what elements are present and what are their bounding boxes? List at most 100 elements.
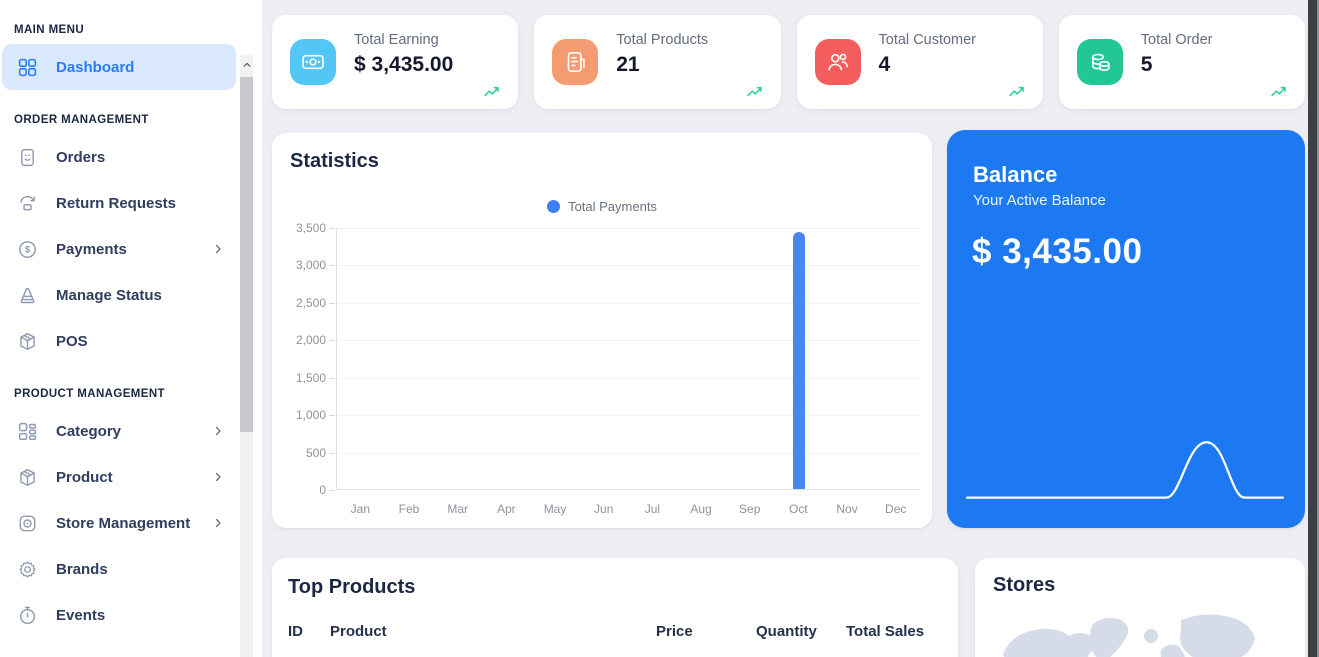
invoice-icon [552, 39, 599, 85]
balance-title: Balance [973, 162, 1058, 187]
sidebar-item-label: Orders [56, 148, 106, 166]
sidebar-item-manage-status[interactable]: Manage Status [2, 272, 236, 318]
sidebar-item-payments[interactable]: $ Payments [2, 226, 236, 272]
y-axis-label: 0 [319, 483, 326, 497]
stat-card-label: Total Earning [354, 32, 439, 48]
sidebar-item-return-requests[interactable]: Return Requests [2, 180, 236, 226]
y-axis-label: 3,500 [295, 221, 326, 235]
x-axis-label: Oct [789, 502, 808, 516]
statistics-title: Statistics [290, 150, 379, 172]
gridline [337, 340, 920, 342]
stat-cards-row: Total Earning $ 3,435.00 Total Products 21 T… [272, 15, 1305, 109]
x-axis-label: Apr [497, 502, 516, 516]
sidebar-sections: MAIN MENU Dashboard ORDER MANAGEMENT Orders… [0, 24, 262, 638]
cash-icon [290, 39, 336, 85]
y-axis-label: 1,000 [295, 408, 326, 423]
y-axis-tick [329, 340, 335, 342]
sidebar-scrollbar[interactable] [240, 55, 253, 657]
stat-card-total-customer: Total Customer 4 [796, 15, 1043, 109]
y-axis-tick [329, 377, 335, 379]
customers-icon [814, 39, 861, 85]
sidebar-item-pos[interactable]: POS [2, 318, 236, 364]
stores-title: Stores [993, 574, 1056, 596]
orders-icon [16, 146, 38, 168]
stat-card-value: 4 [878, 53, 891, 76]
sidebar-item-category[interactable]: Category [2, 408, 236, 454]
sidebar-item-brands[interactable]: Brands [2, 546, 236, 592]
balance-card: Balance Your Active Balance $ 3,435.00 [947, 130, 1305, 528]
sidebar-item-label: Manage Status [56, 286, 162, 304]
sidebar-item-label: Payments [56, 240, 127, 258]
pos-icon [16, 330, 38, 352]
category-icon [16, 420, 38, 442]
brands-icon [16, 558, 38, 580]
x-axis-label: Aug [690, 502, 712, 516]
y-axis-label: 500 [305, 445, 326, 460]
sidebar-item-events[interactable]: Events [2, 592, 236, 638]
scroll-up-button[interactable] [240, 55, 253, 75]
coins-icon [1076, 39, 1123, 85]
x-axis-label: Jan [350, 502, 371, 516]
world-map [975, 602, 1305, 657]
column-header-total-sales: Total Sales [846, 623, 925, 640]
gridline [337, 265, 920, 267]
stat-card-label: Total Customer [878, 32, 977, 48]
sidebar-item-dashboard[interactable]: Dashboard [2, 44, 236, 90]
stores-card: Stores [975, 558, 1305, 657]
chart-legend[interactable]: Total Payments [272, 199, 932, 214]
chevron-right-icon [212, 243, 224, 255]
sidebar-item-store-management[interactable]: Store Management [2, 500, 236, 546]
x-axis-labels: Jan Feb Mar Apr May Jun Jul Aug Sep Oct Nov Dec [336, 502, 920, 516]
sidebar-item-orders[interactable]: Orders [2, 134, 236, 180]
balance-subtitle: Your Active Balance [973, 192, 1106, 209]
y-axis-label: 3,000 [295, 258, 326, 273]
chart-plot-area [336, 228, 920, 490]
y-axis-tick [329, 228, 335, 229]
payments-icon: $ [16, 238, 38, 260]
sidebar-section-header: PRODUCT MANAGEMENT [14, 388, 165, 400]
stat-card-total-earning: Total Earning $ 3,435.00 [272, 15, 519, 109]
column-header-id: ID [288, 623, 303, 640]
y-axis-label: 2,000 [295, 333, 326, 348]
stat-card-label: Total Order [1140, 32, 1213, 48]
balance-sparkline [965, 430, 1287, 512]
column-header-product: Product [330, 623, 387, 640]
sidebar-item-label: Store Management [56, 514, 191, 532]
x-axis-label: Sep [739, 502, 761, 516]
gridline [337, 228, 920, 229]
bar-chart: 0 500 1,000 1,500 2,000 2,500 3,000 3,500 Jan Feb… [272, 133, 932, 528]
trend-up-icon [482, 81, 503, 102]
x-axis-label: May [543, 502, 567, 516]
sidebar-item-product[interactable]: Product [2, 454, 236, 500]
column-header-price: Price [656, 623, 693, 640]
sidebar-item-label: Events [56, 606, 106, 624]
sidebar: MAIN MENU Dashboard ORDER MANAGEMENT Orders… [0, 0, 262, 657]
sidebar-section-header: ORDER MANAGEMENT [14, 114, 149, 126]
manage-status-icon [16, 284, 38, 306]
gridline [337, 415, 920, 417]
x-axis-label: Feb [398, 502, 420, 516]
table-header-row: ID Product Price Quantity Total Sales [272, 623, 958, 657]
gridline [337, 302, 920, 304]
y-axis-tick [329, 490, 335, 491]
stat-card-total-order: Total Order 5 [1058, 15, 1305, 109]
x-axis-label: Dec [885, 502, 907, 516]
scrollbar-thumb[interactable] [240, 77, 253, 432]
store-management-icon [16, 512, 38, 534]
sidebar-item-label: Return Requests [56, 194, 177, 212]
chevron-right-icon [212, 425, 224, 437]
legend-dot-icon [547, 200, 561, 213]
window-edge [1308, 0, 1319, 657]
x-axis-label: Jul [644, 502, 661, 516]
sidebar-item-label: Category [56, 422, 122, 440]
dashboard-grid-icon [16, 56, 38, 78]
legend-label: Total Payments [568, 199, 657, 214]
y-axis-tick [329, 452, 335, 454]
statistics-card: Statistics Total Payments 0 500 1,000 1,500… [272, 133, 932, 528]
sidebar-section-header: MAIN MENU [14, 24, 85, 36]
sidebar-item-label: Brands [56, 560, 108, 578]
y-axis-tick [329, 265, 335, 267]
top-products-card: Top Products ID Product Price Quantity Total… [272, 558, 958, 657]
stat-card-value: 5 [1140, 53, 1153, 76]
